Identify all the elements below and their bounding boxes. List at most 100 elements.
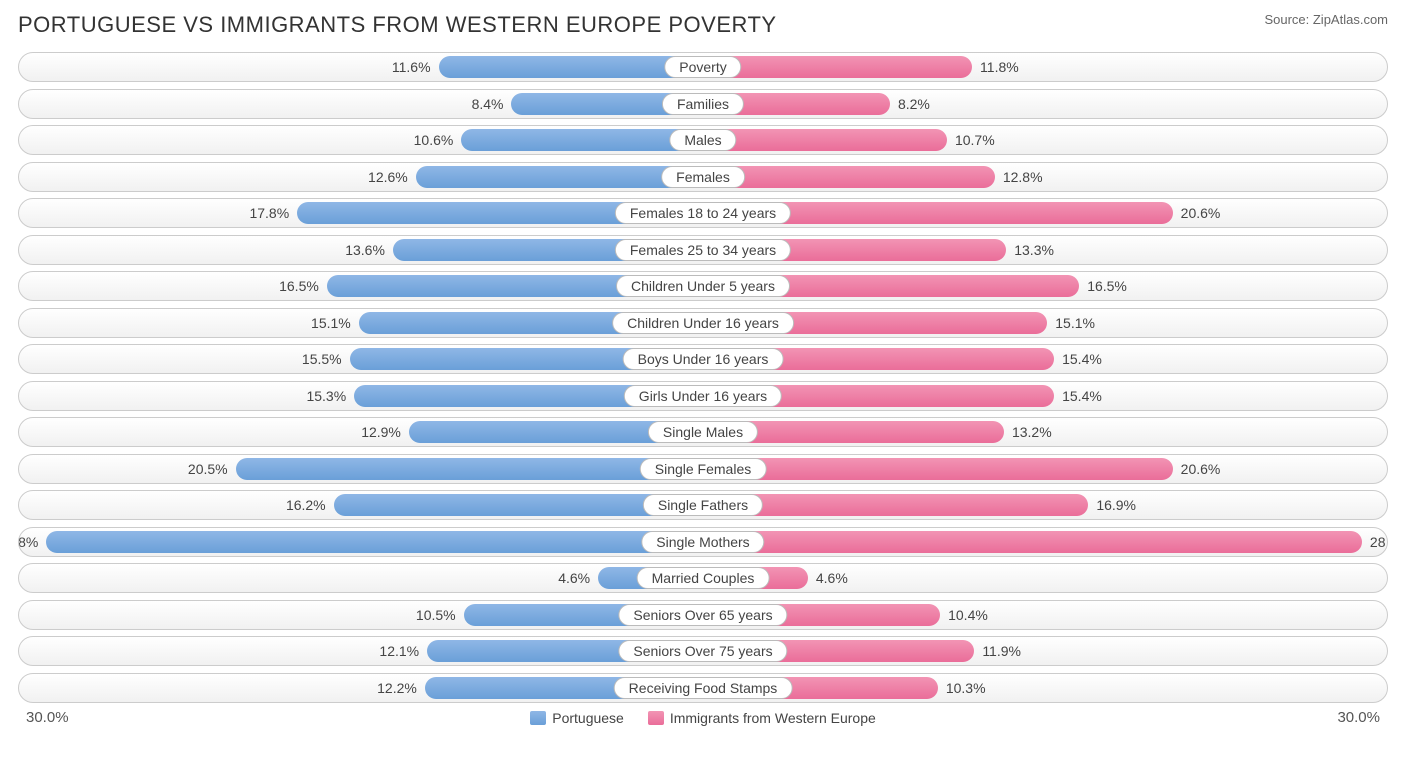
value-left: 15.3% xyxy=(306,388,346,404)
value-left: 13.6% xyxy=(345,242,385,258)
category-label: Married Couples xyxy=(637,567,770,589)
chart-row-left-half: 13.6% xyxy=(19,236,703,264)
bar-right xyxy=(703,166,995,188)
value-right: 13.3% xyxy=(1014,242,1054,258)
chart-row-left-half: 15.3% xyxy=(19,382,703,410)
chart-row: 13.6% 13.3% Females 25 to 34 years xyxy=(18,235,1388,265)
value-left: 10.5% xyxy=(416,607,456,623)
diverging-bar-chart: 11.6%11.8%Poverty8.4%8.2%Families10.6%10… xyxy=(18,52,1388,703)
chart-row-right-half: 10.3% xyxy=(703,674,1387,702)
chart-row-right-half: 15.4% xyxy=(703,345,1387,373)
value-right: 13.2% xyxy=(1012,424,1052,440)
bar-right xyxy=(703,531,1362,553)
value-right: 4.6% xyxy=(816,570,848,586)
chart-row-right-half: 11.8% xyxy=(703,53,1387,81)
chart-row: 12.9% 13.2% Single Males xyxy=(18,417,1388,447)
chart-row-right-half: 28.9% xyxy=(703,528,1387,556)
chart-row-left-half: 11.6% xyxy=(19,53,703,81)
category-label: Boys Under 16 years xyxy=(623,348,784,370)
value-left: 12.9% xyxy=(361,424,401,440)
chart-row-right-half: 10.4% xyxy=(703,601,1387,629)
value-right: 8.2% xyxy=(898,96,930,112)
value-left: 17.8% xyxy=(249,205,289,221)
value-right: 15.4% xyxy=(1062,388,1102,404)
chart-row-right-half: 20.6% xyxy=(703,199,1387,227)
value-right: 16.9% xyxy=(1096,497,1136,513)
chart-row: 11.6% 11.8% Poverty xyxy=(18,52,1388,82)
category-label: Single Fathers xyxy=(643,494,763,516)
category-label: Males xyxy=(669,129,736,151)
chart-row-left-half: 17.8% xyxy=(19,199,703,227)
chart-row-right-half: 10.7% xyxy=(703,126,1387,154)
legend-swatch-right xyxy=(648,711,664,725)
chart-row: 4.6% 4.6% Married Couples xyxy=(18,563,1388,593)
bar-left xyxy=(416,166,703,188)
chart-footer: 30.0% Portuguese Immigrants from Western… xyxy=(18,709,1388,726)
chart-row-right-half: 15.4% xyxy=(703,382,1387,410)
value-right: 15.4% xyxy=(1062,351,1102,367)
value-left: 4.6% xyxy=(558,570,590,586)
chart-row-left-half: 28.8% xyxy=(19,528,703,556)
legend-item-left: Portuguese xyxy=(530,710,624,726)
value-left: 8.4% xyxy=(472,96,504,112)
chart-row: 16.5%16.5%Children Under 5 years xyxy=(18,271,1388,301)
chart-row-left-half: 4.6% xyxy=(19,564,703,592)
chart-row-left-half: 16.5% xyxy=(19,272,703,300)
legend-label-left: Portuguese xyxy=(552,710,624,726)
category-label: Females 25 to 34 years xyxy=(615,239,791,261)
value-left: 12.2% xyxy=(377,680,417,696)
chart-row: 12.1% 11.9% Seniors Over 75 years xyxy=(18,636,1388,666)
category-label: Females 18 to 24 years xyxy=(615,202,791,224)
chart-row-right-half: 15.1% xyxy=(703,309,1387,337)
bar-left xyxy=(236,458,703,480)
chart-row-right-half: 11.9% xyxy=(703,637,1387,665)
value-right: 20.6% xyxy=(1181,205,1221,221)
chart-row: 10.6% 10.7% Males xyxy=(18,125,1388,155)
axis-max-left: 30.0% xyxy=(26,709,69,726)
value-left: 10.6% xyxy=(414,132,454,148)
chart-row-left-half: 15.5% xyxy=(19,345,703,373)
category-label: Single Females xyxy=(640,458,767,480)
bar-left xyxy=(46,531,703,553)
value-right: 11.8% xyxy=(980,59,1019,75)
chart-header: PORTUGUESE VS IMMIGRANTS FROM WESTERN EU… xyxy=(18,12,1388,38)
chart-row: 15.3% 15.4% Girls Under 16 years xyxy=(18,381,1388,411)
chart-row-right-half: 13.3% xyxy=(703,236,1387,264)
category-label: Single Males xyxy=(648,421,758,443)
bar-right xyxy=(703,458,1173,480)
value-left: 28.8% xyxy=(18,534,38,550)
category-label: Girls Under 16 years xyxy=(624,385,782,407)
chart-row-right-half: 12.8% xyxy=(703,163,1387,191)
chart-row-left-half: 12.9% xyxy=(19,418,703,446)
value-right: 10.3% xyxy=(946,680,986,696)
chart-row-left-half: 15.1% xyxy=(19,309,703,337)
category-label: Receiving Food Stamps xyxy=(614,677,793,699)
axis-max-right: 30.0% xyxy=(1337,709,1380,726)
value-right: 15.1% xyxy=(1055,315,1095,331)
bar-right xyxy=(703,129,947,151)
value-right: 12.8% xyxy=(1003,169,1043,185)
bar-right xyxy=(703,56,972,78)
value-right: 10.7% xyxy=(955,132,995,148)
value-right: 11.9% xyxy=(982,643,1021,659)
chart-row-left-half: 20.5% xyxy=(19,455,703,483)
chart-row-right-half: 13.2% xyxy=(703,418,1387,446)
chart-source: Source: ZipAtlas.com xyxy=(1264,12,1388,27)
chart-row: 15.1%15.1%Children Under 16 years xyxy=(18,308,1388,338)
value-right: 28.9% xyxy=(1370,534,1388,550)
value-left: 15.5% xyxy=(302,351,342,367)
category-label: Children Under 16 years xyxy=(612,312,794,334)
chart-row: 8.4%8.2%Families xyxy=(18,89,1388,119)
chart-row-left-half: 12.1% xyxy=(19,637,703,665)
category-label: Children Under 5 years xyxy=(616,275,790,297)
chart-row-left-half: 8.4% xyxy=(19,90,703,118)
value-left: 16.5% xyxy=(279,278,319,294)
value-left: 16.2% xyxy=(286,497,326,513)
category-label: Poverty xyxy=(664,56,741,78)
chart-row-right-half: 4.6% xyxy=(703,564,1387,592)
chart-row: 10.5%10.4%Seniors Over 65 years xyxy=(18,600,1388,630)
chart-row: 12.6%12.8%Females xyxy=(18,162,1388,192)
category-label: Seniors Over 75 years xyxy=(618,640,787,662)
chart-row-left-half: 12.2% xyxy=(19,674,703,702)
legend-swatch-left xyxy=(530,711,546,725)
